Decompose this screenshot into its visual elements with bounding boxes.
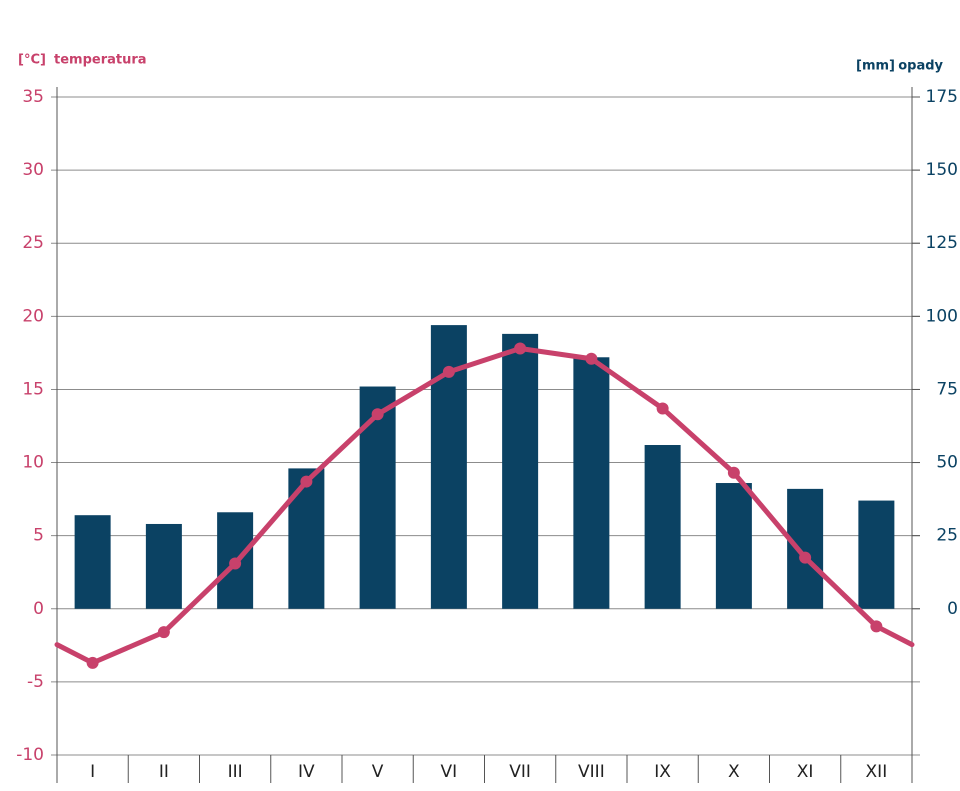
line-extension	[873, 623, 915, 648]
marker	[656, 402, 669, 415]
bar	[644, 445, 681, 609]
x-tick-label: IX	[654, 762, 671, 782]
marker	[799, 551, 812, 564]
bar	[74, 515, 111, 609]
bar	[145, 523, 182, 609]
line-extension	[54, 642, 96, 666]
y-tick-label: 0	[33, 599, 44, 619]
y-unit: [°C]	[18, 53, 46, 68]
marker	[300, 475, 313, 488]
bar	[573, 357, 610, 609]
x-tick-label: VI	[441, 762, 458, 782]
y2-tick-label: 150	[926, 160, 958, 180]
bar	[502, 333, 539, 609]
y2-tick-label: 75	[936, 379, 958, 399]
x-tick-label: VII	[509, 762, 531, 782]
x-tick-label: X	[728, 762, 740, 782]
marker	[870, 620, 883, 633]
y-tick-label: 35	[22, 87, 44, 107]
marker	[86, 656, 99, 669]
x-tick-label: IV	[298, 762, 315, 782]
y-tick-label: -5	[27, 672, 44, 692]
marker	[514, 342, 527, 355]
y-tick-label: 10	[22, 453, 44, 473]
y-tick-label: -10	[16, 745, 44, 765]
y-axis-title: temperatura	[54, 53, 147, 68]
y-tick-label: 5	[33, 526, 44, 546]
bar	[288, 468, 325, 609]
marker	[585, 352, 598, 365]
y-tick-label: 30	[22, 160, 44, 180]
x-tick-label: XII	[866, 762, 888, 782]
x-tick-label: II	[159, 762, 169, 782]
x-tick-label: XI	[797, 762, 814, 782]
y2-unit: [mm]	[856, 59, 895, 74]
marker	[157, 626, 170, 639]
bar	[858, 500, 895, 609]
bar	[787, 488, 824, 609]
y-tick-label: 15	[22, 379, 44, 399]
y2-tick-label: 25	[936, 526, 958, 546]
y2-tick-label: 125	[926, 233, 958, 253]
x-tick-label: VIII	[578, 762, 605, 782]
bar	[715, 483, 752, 609]
y2-axis-title: opady	[898, 59, 943, 74]
y-tick-label: 20	[22, 306, 44, 326]
x-tick-label: V	[372, 762, 384, 782]
y2-tick-label: 175	[926, 87, 958, 107]
marker	[229, 557, 242, 570]
marker	[442, 365, 455, 378]
y2-tick-label: 0	[947, 599, 958, 619]
y-tick-label: 25	[22, 233, 44, 253]
y2-tick-label: 50	[936, 453, 958, 473]
marker	[727, 466, 740, 479]
x-tick-label: III	[228, 762, 243, 782]
y2-tick-label: 100	[926, 306, 958, 326]
marker	[371, 408, 384, 421]
temperature-line	[91, 346, 879, 666]
x-tick-label: I	[90, 762, 95, 782]
